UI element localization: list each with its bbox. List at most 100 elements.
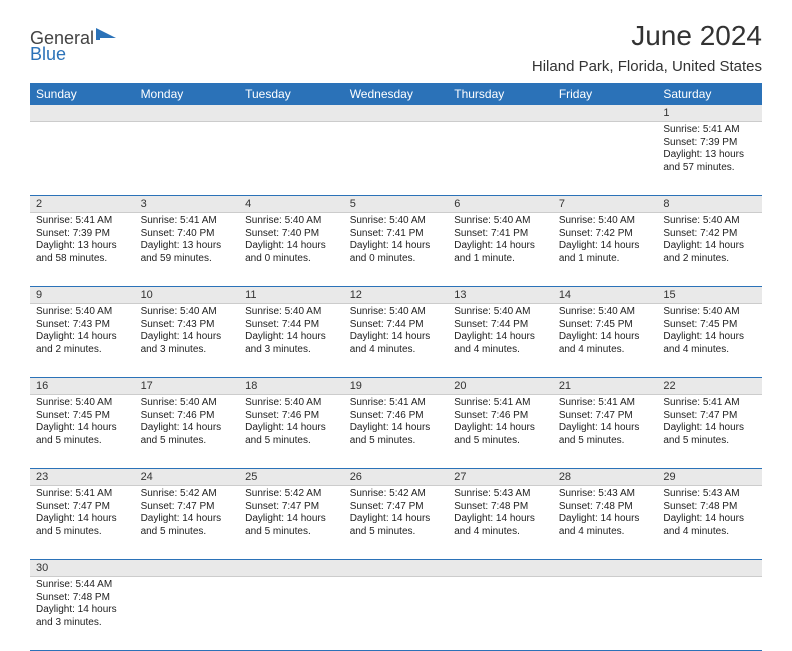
sunset-text: Sunset: 7:48 PM [663, 501, 756, 514]
day-number-cell: 18 [239, 378, 344, 395]
day-detail-row: Sunrise: 5:41 AMSunset: 7:47 PMDaylight:… [30, 486, 762, 560]
logo-flag-icon [96, 26, 118, 47]
day-detail-row: Sunrise: 5:41 AMSunset: 7:39 PMDaylight:… [30, 213, 762, 287]
day-number-cell: 10 [135, 287, 240, 304]
sunrise-text: Sunrise: 5:41 AM [36, 488, 129, 501]
sunset-text: Sunset: 7:43 PM [36, 319, 129, 332]
sunrise-text: Sunrise: 5:41 AM [663, 124, 756, 137]
day-detail-cell: Sunrise: 5:41 AMSunset: 7:40 PMDaylight:… [135, 213, 240, 287]
sunrise-text: Sunrise: 5:43 AM [454, 488, 547, 501]
day-detail-cell: Sunrise: 5:41 AMSunset: 7:46 PMDaylight:… [344, 395, 449, 469]
sunrise-text: Sunrise: 5:43 AM [559, 488, 652, 501]
day-number-cell: 30 [30, 560, 135, 577]
day-number-cell: 27 [448, 469, 553, 486]
day-number-cell: 28 [553, 469, 658, 486]
day-detail-cell [135, 577, 240, 651]
sunset-text: Sunset: 7:46 PM [141, 410, 234, 423]
calendar-table: SundayMondayTuesdayWednesdayThursdayFrid… [30, 83, 762, 651]
day-number-cell: 9 [30, 287, 135, 304]
daylight-text: Daylight: 13 hours and 59 minutes. [141, 240, 234, 265]
day-number-row: 1 [30, 105, 762, 122]
sunrise-text: Sunrise: 5:40 AM [141, 306, 234, 319]
day-detail-cell: Sunrise: 5:42 AMSunset: 7:47 PMDaylight:… [239, 486, 344, 560]
sunset-text: Sunset: 7:39 PM [663, 137, 756, 150]
sunset-text: Sunset: 7:47 PM [559, 410, 652, 423]
sunrise-text: Sunrise: 5:41 AM [36, 215, 129, 228]
day-number-cell [135, 105, 240, 122]
sunrise-text: Sunrise: 5:41 AM [350, 397, 443, 410]
sunrise-text: Sunrise: 5:40 AM [36, 397, 129, 410]
day-number-cell [448, 105, 553, 122]
sunset-text: Sunset: 7:48 PM [36, 592, 129, 605]
month-title: June 2024 [532, 20, 762, 52]
day-detail-cell: Sunrise: 5:42 AMSunset: 7:47 PMDaylight:… [344, 486, 449, 560]
daylight-text: Daylight: 14 hours and 4 minutes. [559, 331, 652, 356]
day-detail-cell: Sunrise: 5:40 AMSunset: 7:43 PMDaylight:… [135, 304, 240, 378]
sunrise-text: Sunrise: 5:41 AM [141, 215, 234, 228]
sunrise-text: Sunrise: 5:42 AM [350, 488, 443, 501]
day-number-cell: 13 [448, 287, 553, 304]
daylight-text: Daylight: 14 hours and 5 minutes. [141, 422, 234, 447]
sunset-text: Sunset: 7:42 PM [663, 228, 756, 241]
location: Hiland Park, Florida, United States [532, 58, 762, 75]
day-number-cell: 15 [657, 287, 762, 304]
day-detail-cell [657, 577, 762, 651]
day-detail-cell: Sunrise: 5:40 AMSunset: 7:43 PMDaylight:… [30, 304, 135, 378]
daylight-text: Daylight: 14 hours and 5 minutes. [350, 513, 443, 538]
day-detail-cell: Sunrise: 5:40 AMSunset: 7:44 PMDaylight:… [448, 304, 553, 378]
daylight-text: Daylight: 14 hours and 2 minutes. [663, 240, 756, 265]
logo-text-blue: Blue [30, 44, 66, 65]
sunset-text: Sunset: 7:42 PM [559, 228, 652, 241]
day-number-cell: 17 [135, 378, 240, 395]
day-number-cell: 7 [553, 196, 658, 213]
day-detail-cell: Sunrise: 5:40 AMSunset: 7:40 PMDaylight:… [239, 213, 344, 287]
daylight-text: Daylight: 14 hours and 3 minutes. [36, 604, 129, 629]
daylight-text: Daylight: 14 hours and 4 minutes. [350, 331, 443, 356]
day-number-cell: 12 [344, 287, 449, 304]
day-number-cell: 29 [657, 469, 762, 486]
day-detail-row: Sunrise: 5:40 AMSunset: 7:45 PMDaylight:… [30, 395, 762, 469]
day-detail-cell: Sunrise: 5:40 AMSunset: 7:46 PMDaylight:… [135, 395, 240, 469]
day-detail-row: Sunrise: 5:41 AMSunset: 7:39 PMDaylight:… [30, 122, 762, 196]
sunset-text: Sunset: 7:43 PM [141, 319, 234, 332]
day-detail-cell: Sunrise: 5:40 AMSunset: 7:45 PMDaylight:… [553, 304, 658, 378]
sunset-text: Sunset: 7:41 PM [454, 228, 547, 241]
day-number-cell [30, 105, 135, 122]
day-detail-row: Sunrise: 5:40 AMSunset: 7:43 PMDaylight:… [30, 304, 762, 378]
sunset-text: Sunset: 7:44 PM [350, 319, 443, 332]
day-number-cell: 25 [239, 469, 344, 486]
day-number-row: 9101112131415 [30, 287, 762, 304]
daylight-text: Daylight: 14 hours and 3 minutes. [141, 331, 234, 356]
sunrise-text: Sunrise: 5:43 AM [663, 488, 756, 501]
daylight-text: Daylight: 14 hours and 5 minutes. [36, 422, 129, 447]
day-number-cell: 1 [657, 105, 762, 122]
sunrise-text: Sunrise: 5:40 AM [350, 306, 443, 319]
weekday-header: Saturday [657, 83, 762, 105]
daylight-text: Daylight: 14 hours and 5 minutes. [559, 422, 652, 447]
day-detail-cell: Sunrise: 5:41 AMSunset: 7:47 PMDaylight:… [553, 395, 658, 469]
day-detail-cell: Sunrise: 5:41 AMSunset: 7:47 PMDaylight:… [30, 486, 135, 560]
day-number-cell: 20 [448, 378, 553, 395]
sunrise-text: Sunrise: 5:41 AM [663, 397, 756, 410]
sunset-text: Sunset: 7:45 PM [36, 410, 129, 423]
day-number-cell: 3 [135, 196, 240, 213]
calendar-header-row: SundayMondayTuesdayWednesdayThursdayFrid… [30, 83, 762, 105]
day-detail-cell [553, 122, 658, 196]
weekday-header: Friday [553, 83, 658, 105]
day-number-cell [344, 560, 449, 577]
day-detail-cell [30, 122, 135, 196]
daylight-text: Daylight: 14 hours and 5 minutes. [663, 422, 756, 447]
day-detail-cell: Sunrise: 5:40 AMSunset: 7:42 PMDaylight:… [553, 213, 658, 287]
sunrise-text: Sunrise: 5:40 AM [350, 215, 443, 228]
day-detail-cell: Sunrise: 5:41 AMSunset: 7:47 PMDaylight:… [657, 395, 762, 469]
sunrise-text: Sunrise: 5:40 AM [245, 306, 338, 319]
day-detail-cell: Sunrise: 5:43 AMSunset: 7:48 PMDaylight:… [448, 486, 553, 560]
sunrise-text: Sunrise: 5:40 AM [454, 215, 547, 228]
day-number-cell: 21 [553, 378, 658, 395]
title-block: June 2024 Hiland Park, Florida, United S… [532, 20, 762, 75]
sunset-text: Sunset: 7:48 PM [454, 501, 547, 514]
sunrise-text: Sunrise: 5:40 AM [559, 215, 652, 228]
day-detail-cell [553, 577, 658, 651]
day-number-cell: 11 [239, 287, 344, 304]
day-detail-cell: Sunrise: 5:40 AMSunset: 7:41 PMDaylight:… [344, 213, 449, 287]
